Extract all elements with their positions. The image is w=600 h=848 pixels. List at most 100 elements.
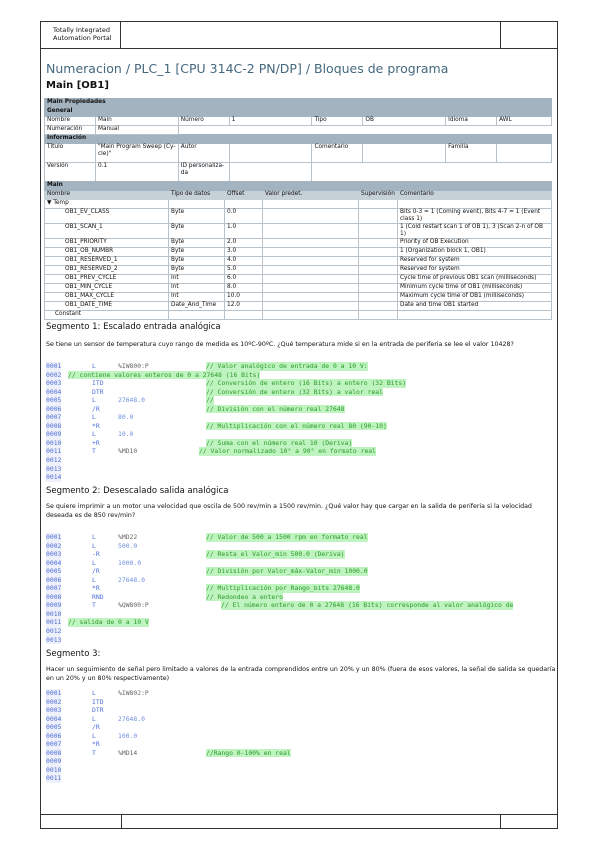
line-number: 0011 bbox=[46, 774, 62, 784]
table-row[interactable]: OB1_OB_NUMBR Byte 3.0 1 (Organization block… bbox=[44, 247, 552, 257]
code-line[interactable]: 0002 // contiene valores enteros de 0 a 2… bbox=[46, 370, 566, 380]
code-line[interactable]: 0001 L %IW802:P bbox=[46, 689, 566, 698]
label: ID personaliza-da bbox=[177, 162, 230, 182]
table-row[interactable]: OB1_SCAN_1 Byte 1.0 1 (Cold restart scan 1 … bbox=[44, 223, 552, 239]
section-header: Información bbox=[44, 134, 552, 144]
line-number: 0010 bbox=[46, 438, 62, 448]
table-row[interactable]: OB1_MIN_CYCLE Int 8.0 Minimum cycle time of… bbox=[44, 283, 552, 293]
line-number: 0004 bbox=[46, 714, 62, 724]
offset: 3.0 bbox=[224, 247, 263, 257]
code-line[interactable]: 0009 bbox=[46, 757, 566, 766]
table-row[interactable]: OB1_RESERVED_2 Byte 5.0 Reserved for system bbox=[44, 265, 552, 275]
line-number: 0003 bbox=[46, 550, 62, 559]
segment-description: Se quiere imprimir a un motor una veloci… bbox=[46, 503, 532, 519]
offset: 8.0 bbox=[224, 283, 263, 293]
temp-section[interactable]: ▼ Temp bbox=[44, 199, 169, 209]
code-line[interactable]: 0010 +R // Suma con el número real 10 (Der… bbox=[46, 438, 566, 448]
instruction: T bbox=[92, 447, 96, 456]
code-comment: // El número entero de 0 a 27648 (16 Bit… bbox=[221, 601, 514, 610]
code-line[interactable]: 0002 L 500.0 bbox=[46, 541, 566, 551]
code-line[interactable]: 0005/R bbox=[46, 723, 566, 732]
comment: 1 (Cold restart scan 1 of OB 1), 3 (Scan… bbox=[397, 223, 552, 239]
code-line[interactable]: 0011 bbox=[46, 774, 566, 784]
line-number: 0003 bbox=[46, 706, 62, 715]
code-line[interactable]: 0008 RND // Redondeo a entero bbox=[46, 592, 566, 602]
code-line[interactable]: 0006 L 100.0 bbox=[46, 731, 566, 741]
instruction: L bbox=[92, 731, 96, 740]
code-comment: // Redondeo a entero bbox=[206, 592, 283, 602]
code-line[interactable]: 0009 L 10.0 bbox=[46, 430, 566, 439]
table-row[interactable]: OB1_PRIORITY Byte 2.0 Priority of OB Execut… bbox=[44, 238, 552, 248]
page-footer bbox=[41, 814, 557, 828]
instruction: T bbox=[92, 748, 96, 757]
code-line[interactable]: 0001 L %MD22 // Valor de 500 a 1500 rpm en … bbox=[46, 533, 566, 542]
code-line[interactable]: 0011 T %MD10 // Valor normalizado 10° a 90°… bbox=[46, 447, 566, 457]
code-block[interactable]: 0001 L %MD22 // Valor de 500 a 1500 rpm en … bbox=[46, 533, 566, 645]
expand-triangle-icon[interactable]: ▼ bbox=[47, 200, 52, 206]
instruction: L bbox=[92, 558, 96, 567]
code-line[interactable]: 0004 L 1000.0 bbox=[46, 558, 566, 568]
default-value bbox=[262, 223, 359, 239]
code-line[interactable]: 0003 -R // Resta el Valor_min 500.0 (Deriv… bbox=[46, 550, 566, 559]
code-line[interactable]: 0014 bbox=[46, 473, 566, 482]
column-header: Tipo de datos bbox=[168, 190, 225, 200]
code-line[interactable]: 0012 bbox=[46, 456, 566, 465]
line-number: 0006 bbox=[46, 404, 62, 414]
code-line[interactable]: 0006 L 27648.0 bbox=[46, 575, 566, 585]
code-line[interactable]: 0010 bbox=[46, 765, 566, 775]
code-line[interactable]: 0004 L 27648.0 bbox=[46, 714, 566, 724]
variable-name: OB1_RESERVED_2 bbox=[44, 265, 169, 275]
table-row[interactable]: OB1_EV_CLASS Byte 0.0 Bits 0-3 = 1 (Coming … bbox=[44, 208, 552, 224]
table-row[interactable]: OB1_PREV_CYCLE Int 6.0 Cycle time of previo… bbox=[44, 274, 552, 284]
table-row[interactable]: OB1_MAX_CYCLE Int 10.0 Maximum cycle time o… bbox=[44, 292, 552, 302]
constant-section[interactable]: Constant bbox=[44, 310, 169, 320]
code-line[interactable]: 0013 bbox=[46, 635, 566, 645]
code-line[interactable]: 0010 bbox=[46, 609, 566, 619]
line-number: 0009 bbox=[46, 601, 62, 610]
code-line[interactable]: 0004 DTR // Conversión de entero (32 Bits)… bbox=[46, 387, 566, 397]
instruction: DTR bbox=[92, 387, 104, 396]
code-line[interactable]: 0002 ITD bbox=[46, 697, 566, 707]
variable-name: OB1_MIN_CYCLE bbox=[44, 283, 169, 293]
segment-title: Segmento 3: bbox=[46, 649, 101, 659]
table-row[interactable]: OB1_DATE_TIME Date_And_Time 12.0 Date and t… bbox=[44, 301, 552, 311]
code-line[interactable]: 0003 DTR bbox=[46, 706, 566, 715]
code-line[interactable]: 0011 // salida de 0 a 10 V bbox=[46, 618, 566, 628]
instruction: L bbox=[92, 533, 96, 541]
code-line[interactable]: 0006/R // División con el número real 276… bbox=[46, 404, 566, 414]
code-line[interactable]: 0007 *R bbox=[46, 740, 566, 749]
code-line[interactable]: 0007 *R // Multiplicación por Rango_bits 2… bbox=[46, 584, 566, 593]
interface-table: Main Nombre Tipo de datos Offset Valor pred… bbox=[44, 181, 552, 320]
column-header: Offset bbox=[224, 190, 263, 200]
code-line[interactable]: 0005 L 27648.0 // bbox=[46, 396, 566, 405]
code-line[interactable]: 0009 T %QW800:P // El número entero de 0 a … bbox=[46, 601, 566, 610]
comment: Cycle time of previous OB1 scan (millise… bbox=[397, 274, 552, 284]
comment: Bits 0-3 = 1 (Coming event), Bits 4-7 = … bbox=[397, 208, 552, 224]
properties-table: Main Propiedades General Nombre Main Núme… bbox=[44, 98, 552, 182]
code-line[interactable]: 0001 L %IW800:P // Valor analógico de entra… bbox=[46, 362, 566, 371]
column-header: Nombre bbox=[44, 190, 169, 200]
table-row[interactable]: OB1_RESERVED_1 Byte 4.0 Reserved for system bbox=[44, 256, 552, 266]
code-line[interactable]: 0003 ITD // Conversión de entero (16 Bits)… bbox=[46, 379, 566, 388]
code-line[interactable]: 0013 bbox=[46, 464, 566, 474]
code-line[interactable]: 0005/R // División por Valor_máx-Valor_mi… bbox=[46, 567, 566, 576]
instruction: T bbox=[92, 601, 96, 610]
code-block[interactable]: 0001 L %IW802:P 0002 ITD 0003 DTR 0004 L 27648.0 0… bbox=[46, 689, 566, 784]
code-block[interactable]: 0001 L %IW800:P // Valor analógico de entra… bbox=[46, 362, 566, 482]
variable-name: OB1_RESERVED_1 bbox=[44, 256, 169, 266]
offset: 12.0 bbox=[224, 301, 263, 311]
code-line[interactable]: 0008 *R // Multiplicación con el número re… bbox=[46, 421, 566, 431]
default-value bbox=[262, 247, 359, 257]
line-number: 0008 bbox=[46, 421, 62, 431]
instruction: /R bbox=[92, 567, 100, 576]
data-type: Date_And_Time bbox=[168, 301, 225, 311]
column-header: Supervisión bbox=[358, 190, 398, 200]
line-number: 0011 bbox=[46, 618, 62, 628]
value: Main bbox=[94, 116, 179, 126]
data-type: Byte bbox=[168, 208, 225, 224]
variable-name: OB1_EV_CLASS bbox=[44, 208, 169, 224]
code-line[interactable]: 0008 T %MD14 //Rango 0-100% en real bbox=[46, 748, 566, 758]
code-line[interactable]: 0012 bbox=[46, 627, 566, 636]
code-line[interactable]: 0007 L 80.0 bbox=[46, 413, 566, 422]
operand: 80.0 bbox=[118, 413, 134, 422]
